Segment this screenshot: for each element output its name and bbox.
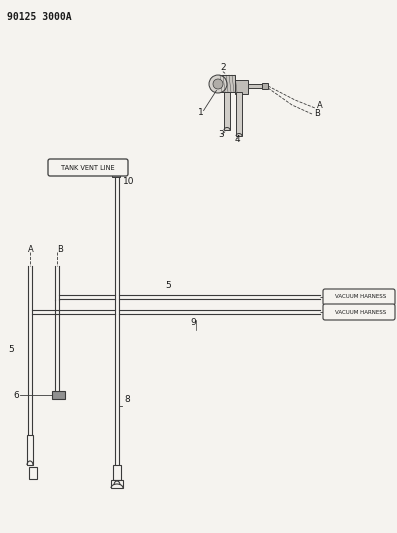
Polygon shape (29, 467, 37, 479)
FancyBboxPatch shape (323, 304, 395, 320)
Text: VACUUM HARNESS: VACUUM HARNESS (335, 295, 387, 300)
Text: 90125 3000A: 90125 3000A (7, 12, 71, 22)
Text: 4: 4 (235, 135, 241, 144)
Text: 10: 10 (123, 177, 135, 186)
Circle shape (209, 75, 227, 93)
Text: 6: 6 (13, 391, 19, 400)
Text: 2: 2 (220, 63, 225, 72)
Text: 5: 5 (8, 345, 14, 354)
Polygon shape (235, 80, 248, 94)
FancyBboxPatch shape (48, 159, 128, 176)
Polygon shape (112, 167, 120, 177)
Circle shape (213, 79, 223, 89)
Polygon shape (236, 92, 242, 136)
Text: TANK VENT LINE: TANK VENT LINE (61, 165, 115, 171)
Text: A: A (28, 245, 34, 254)
Text: 3: 3 (218, 130, 224, 139)
Text: 8: 8 (124, 395, 130, 404)
Text: 1: 1 (198, 108, 204, 117)
Polygon shape (27, 435, 33, 465)
Text: 7: 7 (26, 445, 32, 454)
FancyBboxPatch shape (323, 289, 395, 305)
Text: A: A (317, 101, 323, 110)
Text: 9: 9 (190, 318, 196, 327)
Text: B: B (314, 109, 320, 117)
Polygon shape (113, 465, 121, 480)
Text: VACUUM HARNESS: VACUUM HARNESS (335, 310, 387, 314)
Text: 5: 5 (165, 281, 171, 290)
Polygon shape (52, 391, 65, 399)
Polygon shape (224, 92, 230, 130)
Polygon shape (248, 84, 262, 88)
Polygon shape (111, 480, 123, 488)
Polygon shape (262, 83, 268, 89)
Polygon shape (114, 475, 120, 485)
Polygon shape (218, 75, 235, 92)
Text: B: B (57, 245, 63, 254)
